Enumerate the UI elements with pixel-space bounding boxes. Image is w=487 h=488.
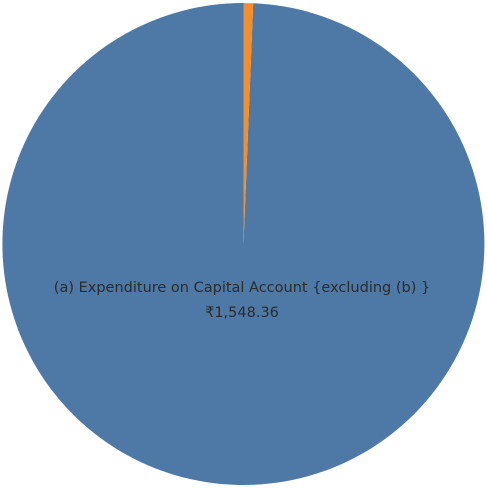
slice-label-capital-expenditure: (a) Expenditure on Capital Account {excl… bbox=[54, 280, 430, 296]
pie-slice-1 bbox=[243, 3, 254, 244]
pie-labels: (a) Expenditure on Capital Account {excl… bbox=[54, 280, 430, 321]
slice-value-capital-expenditure: ₹1,548.36 bbox=[205, 305, 279, 321]
